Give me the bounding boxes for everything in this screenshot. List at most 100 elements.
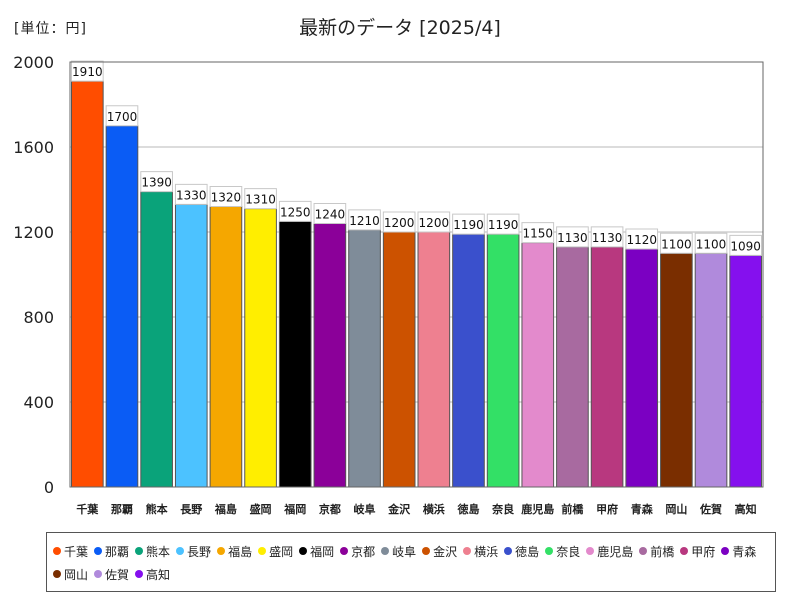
- bar: [521, 242, 555, 488]
- bar-chart: 0 400 800 1200 1600 2000 1910 1700 1390 1330 1320…: [13, 53, 764, 516]
- legend-swatch: [299, 547, 308, 555]
- value-label-box: [417, 211, 451, 233]
- x-tick-label: 横浜: [423, 502, 445, 516]
- x-tick-label: 熊本: [146, 502, 168, 516]
- x-tick-label: 福岡: [283, 502, 306, 516]
- x-tick-label: 甲府: [596, 502, 618, 516]
- bar: [729, 254, 762, 488]
- legend-label: 福島: [228, 544, 253, 559]
- legend-swatch: [176, 547, 185, 555]
- x-tick-label: 青森: [631, 502, 654, 516]
- value-label: 1250: [280, 205, 311, 219]
- legend-label: 京都: [351, 544, 376, 559]
- x-tick-label: 那覇: [111, 503, 133, 516]
- legend-label: 奈良: [556, 544, 581, 559]
- legend-swatch: [53, 570, 61, 578]
- bar: [71, 80, 104, 488]
- value-label-box: [174, 183, 208, 205]
- legend-item: 福岡: [299, 543, 334, 559]
- value-label: 1100: [661, 237, 692, 251]
- x-tick-label: 高知: [735, 502, 757, 516]
- x-tick-label: 奈良: [491, 502, 514, 516]
- legend-item: 青森: [721, 543, 756, 559]
- legend-label: 千葉: [64, 544, 89, 559]
- chart-title: 最新のデータ [2025/4]: [299, 17, 501, 39]
- value-label-box: [105, 105, 139, 127]
- value-label: 1910: [72, 65, 103, 79]
- legend-label: 熊本: [146, 544, 171, 559]
- legend-swatch: [639, 547, 648, 555]
- y-tick-label: 0: [44, 478, 54, 497]
- x-tick-label: 岡山: [665, 502, 687, 516]
- legend-swatch: [680, 547, 689, 555]
- legend-item: 盛岡: [258, 543, 293, 559]
- legend-swatch: [381, 547, 390, 555]
- legend-swatch: [217, 547, 226, 555]
- y-tick-label: 800: [23, 308, 54, 327]
- legend-label: 盛岡: [269, 544, 294, 559]
- legend-item: 佐賀: [94, 566, 129, 582]
- bar: [590, 246, 624, 488]
- value-label: 1390: [141, 176, 172, 190]
- value-label: 1240: [315, 208, 346, 222]
- legend-item: 長野: [176, 543, 211, 559]
- y-tick-label: 2000: [13, 53, 54, 72]
- value-label-box: [660, 232, 693, 254]
- value-labels: 1910 1700 1390 1330 1320 1310 1250 1240 1210 1200…: [71, 60, 762, 256]
- x-tick-label: 長野: [180, 503, 202, 516]
- value-label-box: [313, 203, 347, 224]
- x-tick-label: 前橋: [561, 502, 584, 516]
- value-label-box: [486, 213, 520, 235]
- value-label-box: [140, 171, 173, 193]
- plot-frame: [69, 61, 764, 488]
- legend-swatch: [463, 547, 472, 555]
- legend-label: 横浜: [474, 544, 499, 559]
- value-label-box: [278, 200, 312, 222]
- value-label: 1700: [107, 110, 138, 124]
- x-tick-label: 岐阜: [354, 502, 376, 516]
- legend-label: 青森: [732, 544, 757, 559]
- value-label-box: [590, 226, 624, 248]
- value-label-box: [521, 222, 555, 244]
- legend-swatch: [53, 547, 61, 555]
- legend-item: 甲府: [680, 543, 715, 559]
- value-label: 1310: [245, 193, 276, 207]
- legend-item: 高知: [135, 566, 170, 582]
- value-label-box: [625, 228, 659, 250]
- legend-item: 岐阜: [381, 543, 416, 559]
- bar: [174, 203, 208, 488]
- legend-swatch: [94, 570, 103, 578]
- value-label-box: [209, 186, 243, 207]
- legend-label: 徳島: [515, 544, 540, 559]
- legend-label: 岡山: [64, 567, 89, 582]
- legend-swatch: [586, 547, 595, 555]
- x-tick-label: 金沢: [387, 502, 411, 516]
- bar: [313, 223, 347, 488]
- legend-item: 熊本: [135, 543, 170, 559]
- value-label: 1100: [696, 237, 727, 251]
- legend-label: 佐賀: [105, 567, 130, 582]
- legend: 千葉 那覇 熊本 長野 福島 盛岡 福岡 京都 岐阜 金沢 横浜 徳島 奈良 鹿児島 前橋 甲府 青森 岡山 佐賀 高…: [46, 532, 776, 592]
- x-tick-label: 福島: [214, 502, 237, 516]
- legend-label: 甲府: [691, 544, 716, 559]
- value-label-box: [348, 209, 381, 231]
- bar: [625, 248, 659, 488]
- bar: [140, 191, 173, 488]
- value-label-box: [244, 188, 277, 210]
- value-label: 1190: [488, 218, 519, 232]
- legend-label: 金沢: [433, 544, 458, 559]
- x-tick-label: 盛岡: [250, 502, 272, 516]
- y-axis: 0 400 800 1200 1600 2000: [13, 53, 54, 497]
- bar: [278, 220, 312, 488]
- bar: [382, 231, 416, 488]
- bar: [209, 206, 243, 488]
- legend-item: 前橋: [639, 543, 674, 559]
- legend-item: 横浜: [463, 543, 498, 559]
- legend-item: 京都: [340, 543, 375, 559]
- legend-item: 千葉: [53, 543, 88, 559]
- x-tick-label: 鹿児島: [521, 502, 554, 516]
- bar: [556, 246, 589, 488]
- bar: [660, 252, 693, 488]
- value-label: 1120: [626, 233, 657, 247]
- value-label-box: [694, 232, 728, 254]
